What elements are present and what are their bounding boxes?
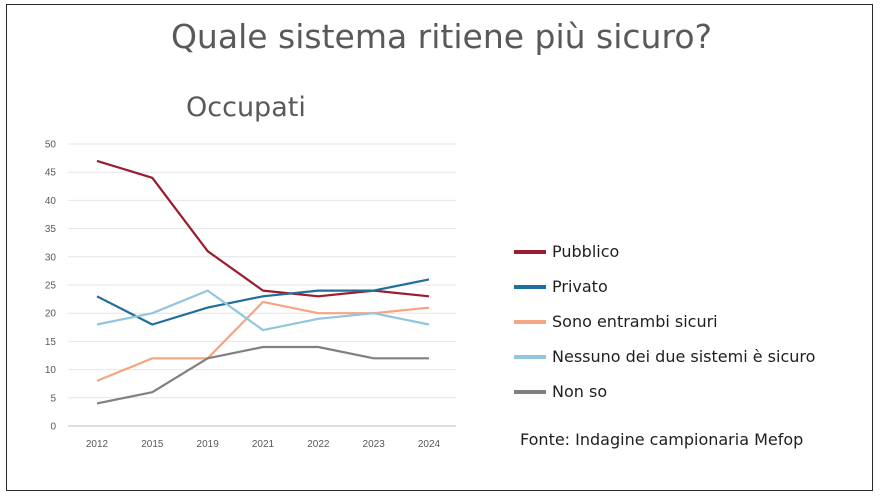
y-tick-label: 0	[50, 422, 56, 433]
y-tick-labels: 0 5 10 15 20 25 30 35 40 45 50	[45, 140, 57, 433]
x-tick-label: 2015	[141, 439, 164, 450]
legend-label: Pubblico	[552, 242, 620, 261]
series-line-1	[96, 278, 430, 326]
y-tick-label: 30	[45, 252, 57, 263]
legend-swatch	[514, 389, 546, 394]
legend-item: Nessuno dei due sistemi è sicuro	[514, 339, 815, 374]
legend: Pubblico Privato Sono entrambi sicuri Nessu…	[514, 234, 815, 409]
legend-label: Privato	[552, 277, 608, 296]
legend-swatch	[514, 284, 546, 289]
chart-title: Quale sistema ritiene più sicuro?	[170, 17, 713, 56]
series-lines	[96, 159, 430, 405]
x-tick-label: 2012	[86, 439, 109, 450]
legend-item: Privato	[514, 269, 815, 304]
y-tick-label: 15	[45, 337, 57, 348]
legend-swatch	[514, 319, 546, 324]
series-line-3	[96, 289, 430, 332]
legend-swatch	[514, 354, 546, 359]
legend-item: Non so	[514, 374, 815, 409]
x-tick-label: 2023	[363, 439, 386, 450]
y-tick-label: 45	[45, 168, 57, 179]
series-line-4	[96, 345, 429, 405]
y-tick-label: 40	[45, 196, 57, 207]
legend-label: Nessuno dei due sistemi è sicuro	[552, 347, 816, 366]
y-tick-label: 25	[45, 281, 57, 292]
y-tick-label: 5	[50, 393, 56, 404]
legend-swatch	[514, 249, 546, 254]
legend-label: Non so	[552, 382, 608, 401]
x-tick-label: 2019	[197, 439, 220, 450]
source-note: Fonte: Indagine campionaria Mefop	[520, 430, 804, 449]
chart-frame	[6, 4, 873, 491]
x-tick-label: 2021	[252, 439, 275, 450]
x-tick-label: 2024	[418, 439, 441, 450]
legend-item: Sono entrambi sicuri	[514, 304, 815, 339]
chart-subtitle: Occupati	[186, 92, 306, 123]
y-tick-label: 50	[45, 140, 57, 151]
y-tick-label: 10	[45, 365, 57, 376]
y-tick-label: 20	[45, 309, 57, 320]
x-tick-label: 2022	[307, 439, 330, 450]
x-tick-labels: 2012 2015 2019 2021 2022 2023 2024	[86, 439, 441, 450]
y-tick-label: 35	[45, 224, 57, 235]
gridlines	[68, 143, 456, 427]
legend-item: Pubblico	[514, 234, 815, 269]
legend-label: Sono entrambi sicuri	[552, 312, 718, 331]
